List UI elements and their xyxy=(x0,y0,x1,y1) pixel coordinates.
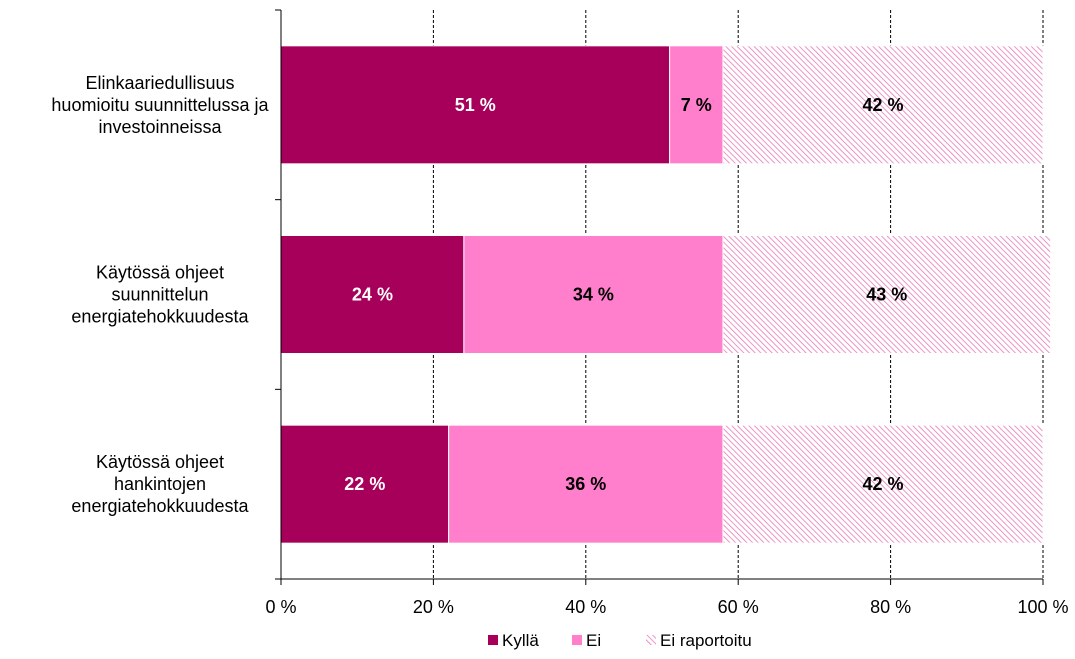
bar-segment xyxy=(722,424,1044,544)
x-tick-label: 0 % xyxy=(265,597,296,617)
bar-segment xyxy=(448,424,724,544)
category-label-line: suunnittelun xyxy=(111,285,208,305)
bar-segment xyxy=(280,235,465,354)
category-label-line: energiatehokkuudesta xyxy=(71,307,249,327)
bar-segment xyxy=(722,45,1044,165)
category-label-line: Käytössä ohjeet xyxy=(96,263,224,283)
legend-label: Ei xyxy=(586,631,601,650)
data-label: 42 % xyxy=(862,95,903,115)
bars xyxy=(280,45,1052,544)
bar-segment xyxy=(280,424,450,544)
x-tick-label: 20 % xyxy=(413,597,454,617)
x-tick-label: 80 % xyxy=(870,597,911,617)
data-label: 36 % xyxy=(565,474,606,494)
category-label: Käytössä ohjeet hankintojen energiatehokku… xyxy=(71,452,249,516)
legend: Kyllä Ei Ei raportoitu xyxy=(488,631,752,650)
x-tick-label: 100 % xyxy=(1017,597,1068,617)
data-label: 7 % xyxy=(681,95,712,115)
category-label: Käytössä ohjeet suunnittelun energiatehokk… xyxy=(71,263,249,327)
legend-label: Ei raportoitu xyxy=(660,631,752,650)
bar-segment xyxy=(280,45,671,165)
data-label: 43 % xyxy=(866,285,907,305)
legend-swatch xyxy=(488,635,498,645)
axes: Elinkaariedullisuus huomioitu suunnittelu… xyxy=(51,9,1069,617)
data-label: 22 % xyxy=(344,474,385,494)
category-label-line: huomioitu suunnittelussa ja xyxy=(51,95,269,115)
category-label-line: Elinkaariedullisuus xyxy=(85,73,234,93)
category-label-line: Käytössä ohjeet xyxy=(96,452,224,472)
category-label-line: investoinneissa xyxy=(98,117,222,137)
category-label-line: energiatehokkuudesta xyxy=(71,496,249,516)
category-label-line: hankintojen xyxy=(114,474,206,494)
data-label: 34 % xyxy=(573,285,614,305)
legend-swatch xyxy=(572,635,582,645)
data-label: 42 % xyxy=(862,474,903,494)
data-label: 24 % xyxy=(352,285,393,305)
x-tick-label: 60 % xyxy=(718,597,759,617)
bar-segment xyxy=(463,235,724,354)
x-tick-label: 40 % xyxy=(565,597,606,617)
bar-segment xyxy=(722,235,1052,354)
data-label: 51 % xyxy=(455,95,496,115)
data-labels: 51 % 7 % 42 % 24 % 34 % 43 % 22 % 36 % 42 % xyxy=(344,95,907,494)
bar-segment xyxy=(669,45,724,165)
legend-swatch xyxy=(646,635,656,645)
category-label: Elinkaariedullisuus huomioitu suunnittelu… xyxy=(51,73,269,137)
legend-label: Kyllä xyxy=(502,631,539,650)
